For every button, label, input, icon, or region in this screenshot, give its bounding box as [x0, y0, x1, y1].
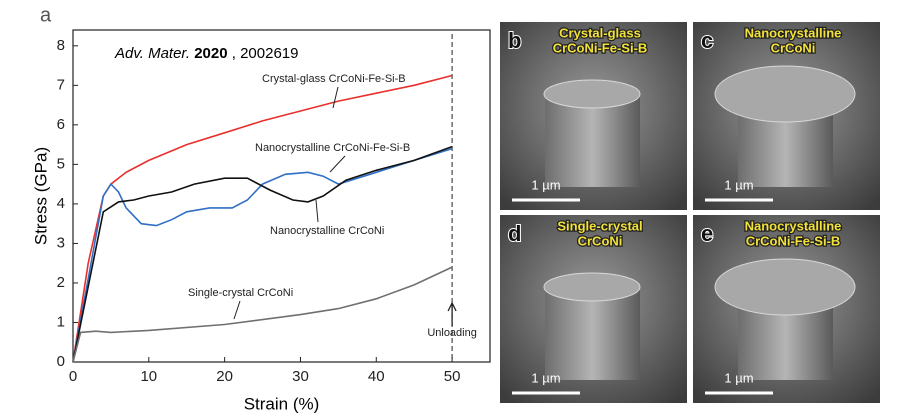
image-title: CrCoNi — [771, 40, 816, 55]
y-tick-label: 6 — [57, 116, 65, 133]
y-tick-label: 2 — [57, 274, 65, 291]
image-title: Single-crystal — [557, 218, 642, 233]
y-tick-label: 3 — [57, 234, 65, 251]
series-label: Nanocrystalline CrCoNi-Fe-Si-B — [255, 142, 410, 154]
x-tick-label: 20 — [216, 368, 233, 385]
image-title: CrCoNi-Fe-Si-B — [553, 40, 648, 55]
image-title: CrCoNi — [578, 233, 623, 248]
series-line — [72, 266, 453, 363]
x-tick-label: 50 — [444, 368, 461, 385]
y-axis-label: Stress (GPa) — [31, 147, 50, 245]
image-title: Nanocrystalline — [745, 218, 842, 233]
image-title: CrCoNi-Fe-Si-B — [746, 233, 841, 248]
label-arrow — [329, 155, 346, 173]
citation-part: , 2002619 — [232, 45, 299, 62]
series-label: Nanocrystalline CrCoNi — [270, 225, 384, 237]
panel-label: b — [508, 28, 521, 53]
label-arrow — [315, 199, 319, 223]
scale-label: 1 µm — [531, 370, 560, 385]
series-label: Single-crystal CrCoNi — [188, 287, 293, 299]
y-tick-label: 5 — [57, 155, 65, 172]
scale-label: 1 µm — [724, 177, 753, 192]
citation-part: 2020 — [194, 45, 232, 62]
y-tick-label: 8 — [57, 37, 65, 54]
image-title: Crystal-glass — [559, 25, 641, 40]
x-tick-label: 10 — [140, 368, 157, 385]
x-tick-label: 0 — [69, 368, 77, 385]
image-title: Nanocrystalline — [745, 25, 842, 40]
y-tick-label: 4 — [57, 195, 65, 212]
label-arrow — [332, 86, 339, 109]
y-tick-label: 0 — [57, 353, 65, 370]
scale-label: 1 µm — [724, 370, 753, 385]
label-arrow — [233, 300, 241, 320]
pillar-top — [543, 79, 641, 109]
plot-frame — [72, 29, 491, 363]
series-line — [72, 145, 453, 363]
y-tick-label: 7 — [57, 76, 65, 93]
scale-label: 1 µm — [531, 177, 560, 192]
panel-label: e — [701, 221, 713, 246]
y-tick-label: 1 — [57, 313, 65, 330]
series-label: Crystal-glass CrCoNi-Fe-Si-B — [262, 73, 406, 85]
panel-label: d — [508, 221, 521, 246]
arrow — [447, 301, 457, 326]
panel-label: c — [701, 28, 713, 53]
x-axis-label: Strain (%) — [244, 394, 320, 413]
pillar-top — [714, 258, 856, 316]
pillar-top — [543, 272, 641, 302]
unloading-label: Unloading — [427, 327, 477, 339]
panel-label: a — [40, 4, 52, 26]
citation: Adv. Mater. 2020 , 2002619 — [114, 45, 298, 62]
series-line — [72, 147, 453, 363]
citation-part: Adv. Mater. — [114, 45, 194, 62]
pillar-top — [714, 65, 856, 123]
x-tick-label: 30 — [292, 368, 309, 385]
x-tick-label: 40 — [368, 368, 385, 385]
